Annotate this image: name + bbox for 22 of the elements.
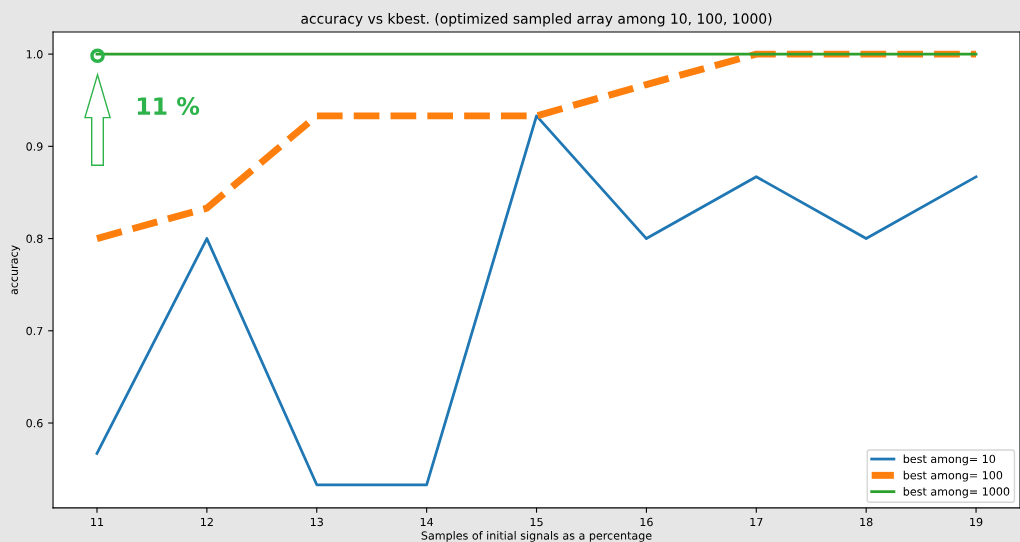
legend-label: best among= 10 xyxy=(903,454,996,466)
y-tick-label: 0.9 xyxy=(26,142,43,151)
legend-label: best among= 1000 xyxy=(903,487,1010,498)
x-tick-label: 12 xyxy=(201,517,213,527)
x-tick-label: 13 xyxy=(310,517,323,527)
annotation: 11 % xyxy=(137,97,200,115)
x-tick-label: 17 xyxy=(750,517,763,527)
y-axis-title: accuracy xyxy=(11,245,21,295)
y-tick-label: 0.6 xyxy=(26,418,43,428)
y-tick-label: 0.7 xyxy=(26,326,43,336)
x-tick-label: 11 xyxy=(91,517,104,527)
x-tick-label: 14 xyxy=(420,517,434,527)
x-tick-label: 15 xyxy=(530,517,543,527)
y-tick-label: 0.8 xyxy=(26,234,43,243)
chart-title: accuracy vs kbest. (optimized sampled array among 10, 100, 1000) xyxy=(301,13,772,27)
x-tick-label: 19 xyxy=(970,517,983,527)
x-axis-title: Samples of initial signals as a percentage xyxy=(421,531,652,542)
x-tick-label: 18 xyxy=(860,517,873,527)
legend-label: best among= 100 xyxy=(903,470,1003,482)
line-series xyxy=(95,114,978,487)
x-tick-label: 16 xyxy=(640,517,653,527)
y-tick-label: 1.0 xyxy=(26,50,43,59)
